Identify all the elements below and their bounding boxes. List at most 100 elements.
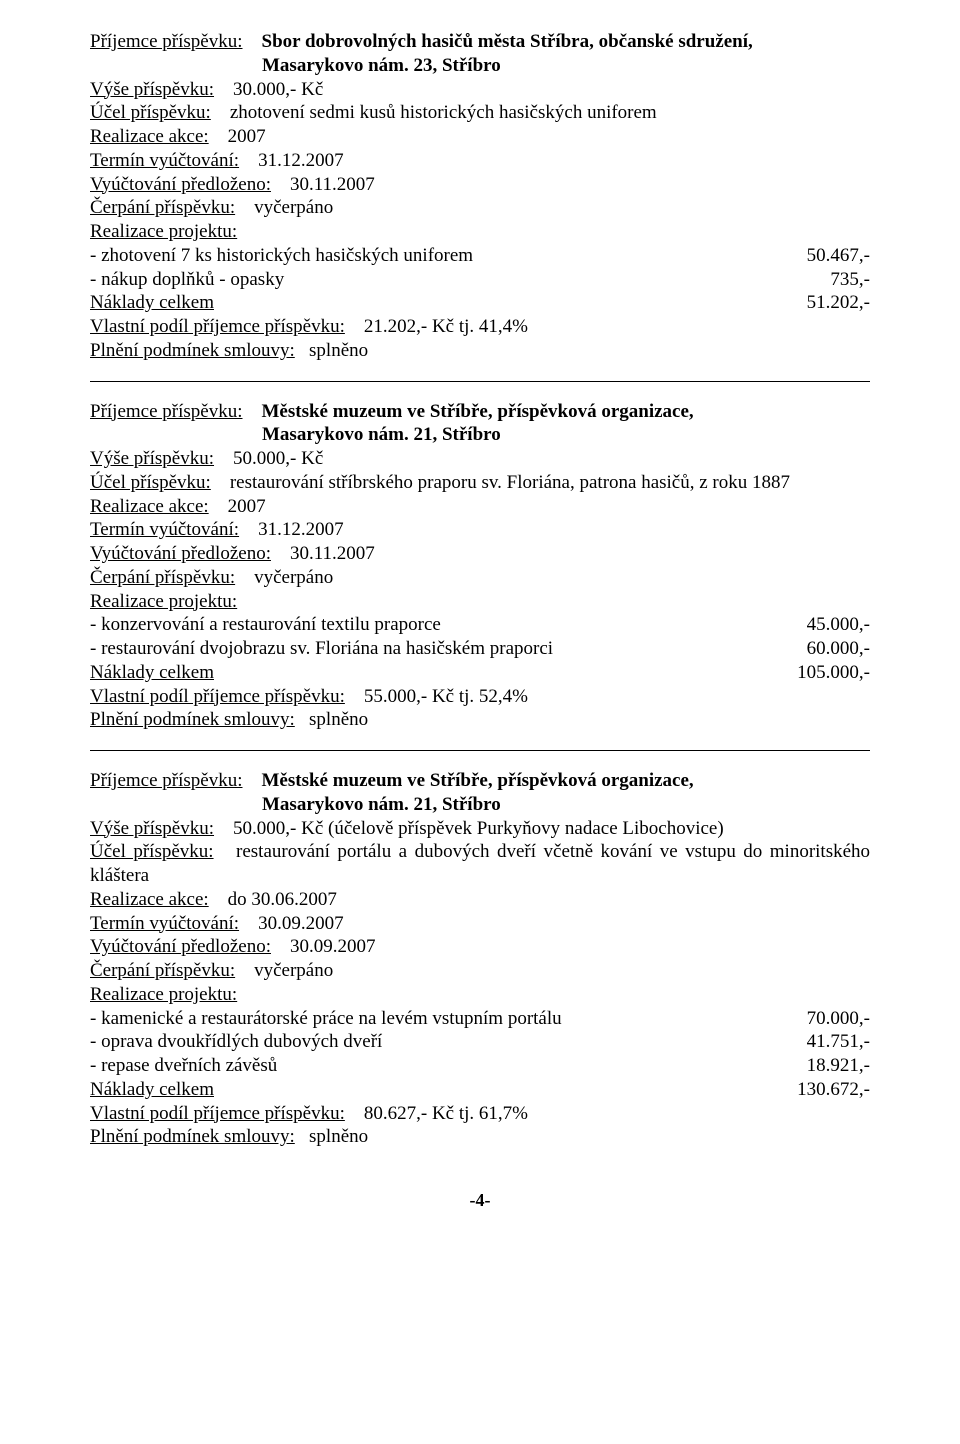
purpose-value: restaurování stříbrského praporu sv. Flo…: [230, 472, 790, 493]
project-item: - restaurování dvojobrazu sv. Floriána n…: [90, 637, 870, 661]
recipient-address: Masarykovo nám. 21, Stříbro: [90, 793, 870, 817]
spacer: [350, 686, 360, 707]
drawing-line: Čerpání příspěvku: vyčerpáno: [90, 566, 870, 590]
drawing-line: Čerpání příspěvku: vyčerpáno: [90, 196, 870, 220]
section-divider: [90, 750, 870, 751]
amount-value: 30.000,- Kč: [233, 79, 323, 100]
own-share-line: Vlastní podíl příjemce příspěvku: 21.202…: [90, 315, 870, 339]
submitted-value: 30.11.2007: [290, 174, 375, 195]
spacer: [244, 913, 254, 934]
fulfillment-label: Plnění podmínek smlouvy:: [90, 709, 295, 730]
project-item: - zhotovení 7 ks historických hasičských…: [90, 244, 870, 268]
spacer: [219, 818, 229, 839]
own-share-label: Vlastní podíl příjemce příspěvku:: [90, 686, 345, 707]
drawing-line: Čerpání příspěvku: vyčerpáno: [90, 959, 870, 983]
costs-line: Náklady celkem 130.672,-: [90, 1078, 870, 1102]
item-value: 60.000,-: [750, 637, 870, 661]
recipient-label: Příjemce příspěvku:: [90, 31, 243, 52]
recipient-address: Masarykovo nám. 23, Stříbro: [90, 54, 870, 78]
deadline-line: Termín vyúčtování: 31.12.2007: [90, 149, 870, 173]
spacer: [247, 31, 257, 52]
deadline-label: Termín vyúčtování:: [90, 913, 239, 934]
spacer: [276, 543, 286, 564]
own-share-label: Vlastní podíl příjemce příspěvku:: [90, 316, 345, 337]
grant-section-3: Příjemce příspěvku: Městské muzeum ve St…: [90, 769, 870, 1149]
spacer: [216, 472, 226, 493]
spacer: [221, 841, 228, 862]
project-label: Realizace projektu:: [90, 220, 870, 244]
drawing-value: vyčerpáno: [254, 197, 333, 218]
spacer: [240, 960, 250, 981]
submitted-line: Vyúčtování předloženo: 30.09.2007: [90, 935, 870, 959]
drawing-label: Čerpání příspěvku:: [90, 960, 235, 981]
recipient-name: Sbor dobrovolných hasičů města Stříbra, …: [262, 31, 753, 52]
amount-value: 50.000,- Kč (účelově příspěvek Purkyňovy…: [233, 818, 724, 839]
action-label: Realizace akce:: [90, 126, 209, 147]
deadline-label: Termín vyúčtování:: [90, 519, 239, 540]
recipient-line: Příjemce příspěvku: Sbor dobrovolných ha…: [90, 30, 870, 54]
spacer: [276, 174, 286, 195]
action-value: 2007: [228, 496, 266, 517]
item-text: - restaurování dvojobrazu sv. Floriána n…: [90, 637, 750, 661]
spacer: [213, 126, 223, 147]
amount-value: 50.000,- Kč: [233, 448, 323, 469]
drawing-label: Čerpání příspěvku:: [90, 197, 235, 218]
item-value: 70.000,-: [750, 1007, 870, 1031]
purpose-label: Účel příspěvku:: [90, 841, 214, 862]
amount-label: Výše příspěvku:: [90, 79, 214, 100]
item-text: - kamenické a restaurátorské práce na le…: [90, 1007, 750, 1031]
project-label: Realizace projektu:: [90, 590, 870, 614]
page-number: -4-: [90, 1189, 870, 1212]
submitted-line: Vyúčtování předloženo: 30.11.2007: [90, 542, 870, 566]
spacer: [216, 102, 226, 123]
spacer: [213, 496, 223, 517]
spacer: [300, 340, 305, 361]
item-value: 50.467,-: [750, 244, 870, 268]
project-item: - oprava dvoukřídlých dubových dveří 41.…: [90, 1030, 870, 1054]
item-text: - konzervování a restaurování textilu pr…: [90, 613, 750, 637]
project-item: - nákup doplňků - opasky 735,-: [90, 268, 870, 292]
submitted-label: Vyúčtování předloženo:: [90, 936, 271, 957]
grant-section-2: Příjemce příspěvku: Městské muzeum ve St…: [90, 400, 870, 733]
action-label: Realizace akce:: [90, 889, 209, 910]
own-share-label: Vlastní podíl příjemce příspěvku:: [90, 1103, 345, 1124]
spacer: [213, 889, 223, 910]
purpose-label: Účel příspěvku:: [90, 102, 211, 123]
own-share-value: 80.627,- Kč tj. 61,7%: [364, 1103, 528, 1124]
spacer: [240, 567, 250, 588]
action-value: do 30.06.2007: [228, 889, 337, 910]
purpose-value: zhotovení sedmi kusů historických hasičs…: [230, 102, 657, 123]
deadline-value: 30.09.2007: [258, 913, 344, 934]
project-item: - repase dveřních závěsů 18.921,-: [90, 1054, 870, 1078]
costs-value: 51.202,-: [750, 291, 870, 315]
item-value: 735,-: [750, 268, 870, 292]
costs-line: Náklady celkem 105.000,-: [90, 661, 870, 685]
spacer: [350, 1103, 360, 1124]
spacer: [300, 709, 305, 730]
recipient-name: Městské muzeum ve Stříbře, příspěvková o…: [262, 401, 694, 422]
project-label: Realizace projektu:: [90, 983, 870, 1007]
spacer: [247, 770, 257, 791]
fulfillment-value: splněno: [309, 340, 368, 361]
costs-label: Náklady celkem: [90, 1078, 750, 1102]
action-line: Realizace akce: 2007: [90, 495, 870, 519]
drawing-value: vyčerpáno: [254, 567, 333, 588]
costs-value: 105.000,-: [750, 661, 870, 685]
deadline-value: 31.12.2007: [258, 519, 344, 540]
fulfillment-value: splněno: [309, 1126, 368, 1147]
own-share-value: 21.202,- Kč tj. 41,4%: [364, 316, 528, 337]
fulfillment-label: Plnění podmínek smlouvy:: [90, 1126, 295, 1147]
submitted-line: Vyúčtování předloženo: 30.11.2007: [90, 173, 870, 197]
recipient-label: Příjemce příspěvku:: [90, 401, 243, 422]
deadline-label: Termín vyúčtování:: [90, 150, 239, 171]
item-value: 18.921,-: [750, 1054, 870, 1078]
spacer: [350, 316, 360, 337]
amount-line: Výše příspěvku: 50.000,- Kč (účelově pří…: [90, 817, 870, 841]
recipient-label: Příjemce příspěvku:: [90, 770, 243, 791]
purpose-label: Účel příspěvku:: [90, 472, 211, 493]
own-share-value: 55.000,- Kč tj. 52,4%: [364, 686, 528, 707]
purpose-line: Účel příspěvku: restaurování portálu a d…: [90, 840, 870, 888]
purpose-line: Účel příspěvku: restaurování stříbrského…: [90, 471, 870, 495]
item-text: - nákup doplňků - opasky: [90, 268, 750, 292]
project-item: - kamenické a restaurátorské práce na le…: [90, 1007, 870, 1031]
